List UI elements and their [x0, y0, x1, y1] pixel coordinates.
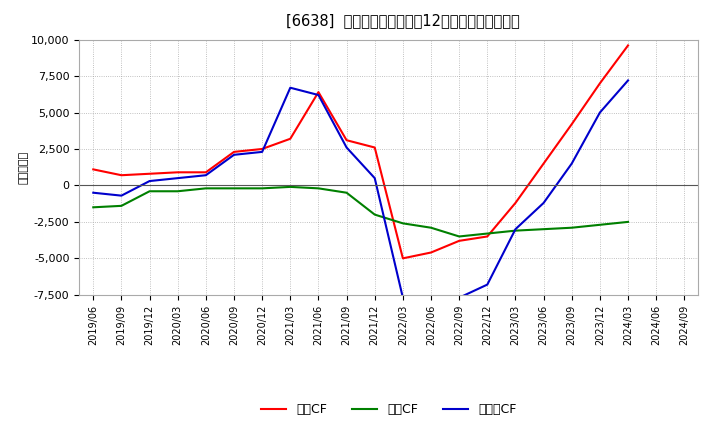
営業CF — [174, 170, 182, 175]
投賃CF — [567, 225, 576, 231]
営業CF — [511, 200, 520, 205]
フリーCF — [258, 149, 266, 154]
投賃CF — [455, 234, 464, 239]
営業CF — [427, 250, 436, 255]
投賃CF — [230, 186, 238, 191]
営業CF — [258, 147, 266, 152]
投賃CF — [117, 203, 126, 209]
フリーCF — [230, 152, 238, 158]
投賃CF — [286, 184, 294, 190]
営業CF — [117, 172, 126, 178]
フリーCF — [624, 78, 632, 83]
フリーCF — [567, 161, 576, 166]
フリーCF — [595, 110, 604, 115]
フリーCF — [286, 85, 294, 90]
投賃CF — [624, 219, 632, 224]
フリーCF — [511, 227, 520, 232]
Text: [6638]  キャッシュフローの12か月移動合計の推移: [6638] キャッシュフローの12か月移動合計の推移 — [287, 13, 520, 28]
フリーCF — [174, 176, 182, 181]
フリーCF — [483, 282, 492, 287]
投賃CF — [511, 228, 520, 233]
営業CF — [342, 138, 351, 143]
フリーCF — [399, 295, 408, 301]
営業CF — [567, 121, 576, 127]
営業CF — [455, 238, 464, 243]
投賃CF — [399, 221, 408, 226]
投賃CF — [483, 231, 492, 236]
投賃CF — [595, 222, 604, 227]
Line: 投賃CF: 投賃CF — [94, 187, 628, 236]
フリーCF — [117, 193, 126, 198]
投賃CF — [539, 227, 548, 232]
営業CF — [399, 256, 408, 261]
営業CF — [145, 171, 154, 176]
営業CF — [314, 89, 323, 95]
投賃CF — [202, 186, 210, 191]
営業CF — [624, 43, 632, 48]
営業CF — [89, 167, 98, 172]
フリーCF — [89, 190, 98, 195]
営業CF — [202, 170, 210, 175]
投賃CF — [258, 186, 266, 191]
営業CF — [483, 234, 492, 239]
投賃CF — [145, 189, 154, 194]
Line: フリーCF: フリーCF — [94, 81, 628, 298]
フリーCF — [145, 178, 154, 183]
営業CF — [595, 81, 604, 86]
投賃CF — [89, 205, 98, 210]
投賃CF — [174, 189, 182, 194]
投賃CF — [427, 225, 436, 231]
Line: 営業CF: 営業CF — [94, 45, 628, 258]
営業CF — [370, 145, 379, 150]
営業CF — [286, 136, 294, 141]
投賃CF — [370, 212, 379, 217]
フリーCF — [342, 145, 351, 150]
投賃CF — [342, 190, 351, 195]
投賃CF — [314, 186, 323, 191]
フリーCF — [314, 92, 323, 98]
フリーCF — [370, 176, 379, 181]
フリーCF — [455, 295, 464, 301]
営業CF — [539, 161, 548, 166]
フリーCF — [539, 200, 548, 205]
フリーCF — [427, 295, 436, 301]
Y-axis label: （百万円）: （百万円） — [18, 150, 28, 184]
Legend: 営業CF, 投賃CF, フリーCF: 営業CF, 投賃CF, フリーCF — [256, 398, 521, 421]
フリーCF — [202, 172, 210, 178]
営業CF — [230, 149, 238, 154]
